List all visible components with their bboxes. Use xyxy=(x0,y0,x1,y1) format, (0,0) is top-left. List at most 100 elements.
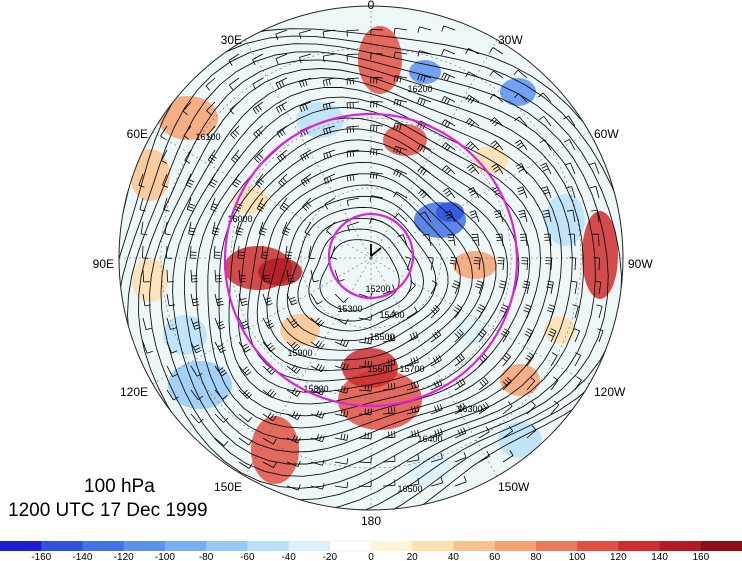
wind-barb xyxy=(255,173,265,188)
wind-barb xyxy=(454,353,465,367)
wind-barb xyxy=(393,51,408,58)
lon-label-30e: 30E xyxy=(221,33,242,47)
wind-barb xyxy=(476,304,486,319)
height-contour xyxy=(207,117,531,429)
wind-barb xyxy=(262,437,277,445)
anomaly-patch xyxy=(498,422,542,458)
wind-barb xyxy=(190,317,201,330)
anomaly-patch xyxy=(158,96,218,140)
colorbar-tick-label: 100 xyxy=(569,552,586,561)
magenta-inner-ring xyxy=(327,212,415,300)
wind-barb xyxy=(406,331,419,343)
wind-barb xyxy=(346,101,360,109)
wind-barb xyxy=(211,221,220,236)
wind-barb xyxy=(188,221,196,236)
wind-barb xyxy=(465,118,480,128)
wind-barb xyxy=(417,97,432,106)
wind-barb xyxy=(502,377,512,391)
wind-barb xyxy=(475,280,484,295)
wind-barb xyxy=(417,143,432,153)
wind-barb xyxy=(465,94,480,104)
wind-barb xyxy=(310,386,325,396)
wind-barb xyxy=(544,233,552,247)
wind-barb xyxy=(592,233,600,247)
wind-barb xyxy=(502,401,513,415)
contour-label: 15700 xyxy=(399,364,424,374)
wind-barb xyxy=(229,101,240,115)
wind-barb xyxy=(571,280,578,295)
wind-barb xyxy=(471,233,480,247)
wind-barb xyxy=(521,257,529,271)
wind-barb xyxy=(142,317,153,330)
wind-barb xyxy=(441,72,456,82)
colorbar-tick-label: 160 xyxy=(692,552,709,561)
wind-barb xyxy=(465,71,480,79)
wind-barb xyxy=(394,213,408,223)
wind-barb xyxy=(539,139,552,151)
wind-barb xyxy=(430,452,443,463)
wind-barb xyxy=(334,458,349,465)
colorbar-tick-label: 0 xyxy=(368,552,374,561)
wind-barb xyxy=(358,336,373,345)
wind-barb xyxy=(563,115,576,127)
wind-barb xyxy=(237,245,245,259)
wind-barb xyxy=(334,317,349,325)
wind-barb xyxy=(275,53,288,65)
wind-barb xyxy=(262,365,276,375)
wind-barb xyxy=(466,164,480,175)
wind-barb xyxy=(238,437,253,446)
wind-barb xyxy=(323,149,336,160)
wind-barb xyxy=(406,306,418,319)
anomaly-patch xyxy=(163,315,207,355)
colorbar-tick-label: -80 xyxy=(199,552,214,561)
wind-barb xyxy=(498,280,507,295)
wind-barb xyxy=(382,309,396,319)
wind-barb xyxy=(310,317,324,327)
wind-barb xyxy=(566,209,576,223)
wind-barb xyxy=(501,352,511,367)
wind-barb xyxy=(430,280,438,295)
wind-barb xyxy=(238,461,253,469)
wind-barb xyxy=(430,403,443,415)
wind-barb xyxy=(370,76,384,84)
wind-barb xyxy=(346,29,360,37)
colorbar-swatch xyxy=(247,541,290,551)
wind-barb xyxy=(547,304,556,319)
wind-barb xyxy=(573,328,580,343)
wind-barb xyxy=(286,411,301,421)
height-contour xyxy=(276,195,449,351)
wind-barb xyxy=(478,426,490,439)
wind-barb xyxy=(547,328,557,343)
wind-barb xyxy=(393,75,408,83)
wind-barb xyxy=(286,341,300,351)
wind-barb xyxy=(526,425,537,439)
wind-barb xyxy=(382,334,396,343)
wind-barb xyxy=(286,387,301,397)
wind-barb xyxy=(550,352,558,367)
wind-barb xyxy=(310,434,325,443)
wind-barb xyxy=(490,140,504,151)
wind-barb xyxy=(502,450,514,463)
lon-label-150e: 150E xyxy=(214,480,242,494)
lon-label-120w: 120W xyxy=(594,385,626,399)
wind-barb xyxy=(493,210,504,223)
wind-barb xyxy=(323,173,336,185)
lon-label-120e: 120E xyxy=(120,385,148,399)
wind-barb xyxy=(419,211,432,223)
colorbar xyxy=(0,540,742,552)
wind-barb xyxy=(358,456,372,464)
wind-barb xyxy=(190,413,204,424)
wind-barb xyxy=(190,389,204,401)
wind-barb xyxy=(334,269,345,282)
wind-barb xyxy=(261,245,269,259)
valid-time-label: 1200 UTC 17 Dec 1999 xyxy=(8,500,208,521)
magenta-outer-ring xyxy=(223,112,519,408)
wind-barb xyxy=(214,437,229,447)
height-contour xyxy=(172,86,563,465)
wind-barb xyxy=(382,382,396,391)
wind-barb xyxy=(382,455,396,463)
wind-barb xyxy=(422,233,432,247)
wind-barb xyxy=(546,280,554,295)
wind-barb xyxy=(286,317,300,329)
wind-barb xyxy=(310,293,323,305)
